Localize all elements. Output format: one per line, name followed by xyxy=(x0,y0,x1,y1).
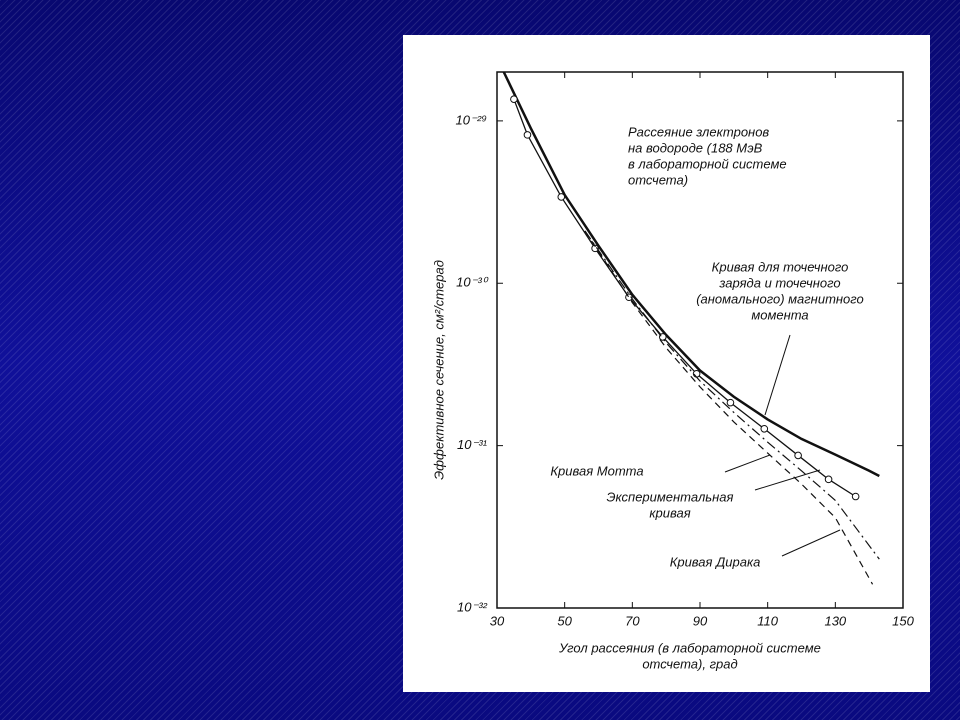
series-label: Кривая Дирака xyxy=(670,554,761,569)
y-tick-label: 10⁻³¹ xyxy=(457,437,488,452)
data-point xyxy=(591,244,599,253)
leader-line xyxy=(764,334,791,416)
y-axis-label: Эффективное сечение, см²/стерад xyxy=(431,260,446,480)
series-label: заряда и точечного xyxy=(718,275,840,290)
series-label: момента xyxy=(751,307,808,322)
annotation: на водороде (188 МэВ xyxy=(628,140,763,155)
annotation: в лабораторной системе xyxy=(628,156,787,171)
series-line xyxy=(584,230,874,585)
data-point xyxy=(510,95,518,103)
x-tick-label: 90 xyxy=(693,613,708,628)
leader-line xyxy=(781,529,841,557)
series-label: Кривая для точечного xyxy=(712,259,849,274)
series-line xyxy=(513,98,856,498)
series-line xyxy=(502,71,880,478)
annotation: отсчета) xyxy=(628,172,688,187)
data-point xyxy=(851,492,860,501)
series-label: Экспериментальная xyxy=(607,489,734,504)
series-label: кривая xyxy=(649,505,690,520)
data-point xyxy=(523,131,532,139)
data-point xyxy=(726,398,735,407)
x-axis-label: Угол рассеяния (в лабораторной системе xyxy=(558,640,821,655)
chart-panel xyxy=(403,35,930,692)
x-axis-label: отсчета), град xyxy=(642,656,737,671)
x-tick-label: 50 xyxy=(557,613,572,628)
y-tick-label: 10⁻³⁰ xyxy=(456,275,489,290)
leader-line xyxy=(754,469,821,491)
x-tick-label: 30 xyxy=(490,613,505,628)
series-label: Кривая Мотта xyxy=(550,463,643,478)
x-tick-label: 130 xyxy=(824,613,846,628)
data-point xyxy=(760,424,769,433)
annotation: Рассеяние злектронов xyxy=(628,124,769,139)
leader-line xyxy=(724,454,771,473)
y-tick-label: 10⁻²⁹ xyxy=(456,112,488,127)
x-tick-label: 150 xyxy=(892,613,914,628)
y-tick-label: 10⁻³² xyxy=(457,599,488,614)
data-point xyxy=(557,193,566,201)
x-tick-label: 110 xyxy=(757,613,778,628)
series-label: (аномального) магнитного xyxy=(696,291,864,306)
x-tick-label: 70 xyxy=(625,613,640,628)
data-point xyxy=(824,475,833,484)
series-line xyxy=(584,230,880,560)
data-point xyxy=(794,451,802,460)
